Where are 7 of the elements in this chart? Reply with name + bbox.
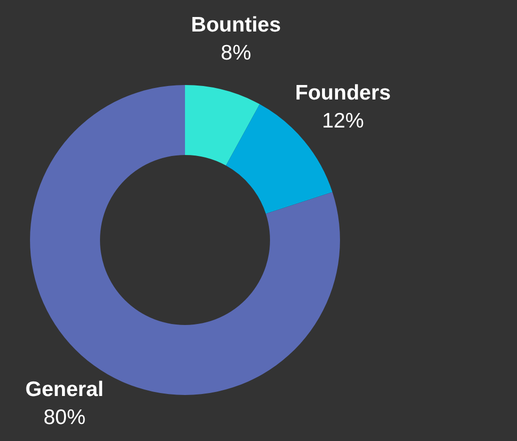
data-label: 12%: [322, 109, 364, 132]
slice-label: Bounties: [191, 13, 281, 36]
data-label: 80%: [43, 406, 86, 429]
slice-label: Founders: [295, 81, 391, 104]
data-label: 8%: [220, 41, 252, 64]
slice-label: General: [25, 378, 104, 401]
donut-slice: [185, 85, 260, 166]
